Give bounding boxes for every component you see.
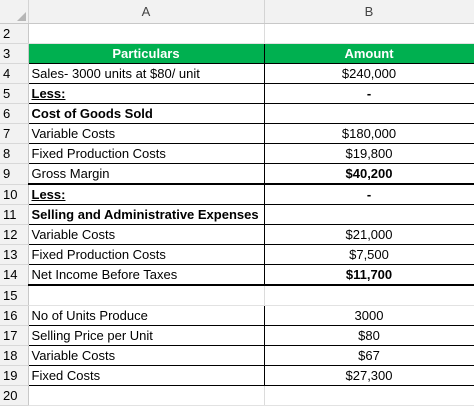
cell-b5[interactable]: - — [263, 83, 474, 104]
cell-a11[interactable]: Selling and Administrative Expenses — [27, 204, 265, 225]
cell-b11[interactable] — [263, 204, 474, 225]
cell-a13[interactable]: Fixed Production Costs — [27, 244, 265, 265]
row-header[interactable]: 6 — [0, 103, 29, 124]
sheet-row: 20 — [0, 385, 474, 406]
cell-a5[interactable]: Less: — [27, 83, 265, 104]
cell-b15[interactable] — [264, 285, 474, 306]
cell-b10[interactable]: - — [263, 184, 474, 205]
cell-b13[interactable]: $7,500 — [263, 244, 474, 265]
row-header[interactable]: 19 — [0, 365, 29, 386]
cell-a20[interactable] — [28, 385, 265, 406]
cell-b16[interactable]: 3000 — [263, 305, 474, 326]
cell-a9[interactable]: Gross Margin — [27, 163, 265, 185]
sheet-row: 17 Selling Price per Unit $80 — [0, 325, 474, 346]
row-header[interactable]: 20 — [0, 385, 29, 406]
cell-a16[interactable]: No of Units Produce — [27, 305, 265, 326]
cell-b12[interactable]: $21,000 — [263, 224, 474, 245]
sheet-row: 15 — [0, 285, 474, 306]
row-header[interactable]: 18 — [0, 345, 29, 366]
cell-b9[interactable]: $40,200 — [263, 163, 474, 185]
column-header-row: A B — [0, 0, 474, 24]
sheet-row: 6 Cost of Goods Sold — [0, 103, 474, 124]
cell-a2[interactable] — [28, 23, 265, 44]
cell-a19[interactable]: Fixed Costs — [27, 365, 265, 386]
cell-b3[interactable]: Amount — [263, 43, 474, 64]
cell-a3[interactable]: Particulars — [27, 43, 265, 64]
select-all-corner[interactable] — [0, 0, 29, 24]
row-header[interactable]: 4 — [0, 63, 29, 84]
sheet-row: 13 Fixed Production Costs $7,500 — [0, 244, 474, 265]
cell-b2[interactable] — [264, 23, 474, 44]
sheet-row: 7 Variable Costs $180,000 — [0, 123, 474, 144]
row-header[interactable]: 15 — [0, 285, 29, 306]
sheet-row: 8 Fixed Production Costs $19,800 — [0, 143, 474, 164]
sheet-row: 4 Sales- 3000 units at $80/ unit $240,00… — [0, 63, 474, 84]
row-header[interactable]: 10 — [0, 184, 29, 205]
sheet-row: 16 No of Units Produce 3000 — [0, 305, 474, 326]
sheet-row: 9 Gross Margin $40,200 — [0, 163, 474, 185]
row-header[interactable]: 2 — [0, 23, 29, 44]
cell-b17[interactable]: $80 — [263, 325, 474, 346]
row-header[interactable]: 5 — [0, 83, 29, 104]
row-header[interactable]: 16 — [0, 305, 29, 326]
row-header[interactable]: 11 — [0, 204, 29, 225]
cell-a12[interactable]: Variable Costs — [27, 224, 265, 245]
sheet-row: 11 Selling and Administrative Expenses — [0, 204, 474, 225]
cell-a8[interactable]: Fixed Production Costs — [27, 143, 265, 164]
cell-b20[interactable] — [264, 385, 474, 406]
cell-a17[interactable]: Selling Price per Unit — [27, 325, 265, 346]
column-header-b[interactable]: B — [264, 0, 474, 24]
cell-a4[interactable]: Sales- 3000 units at $80/ unit — [27, 63, 265, 84]
column-header-a[interactable]: A — [28, 0, 265, 24]
cell-b6[interactable] — [263, 103, 474, 124]
row-header[interactable]: 3 — [0, 43, 29, 64]
cell-a10[interactable]: Less: — [27, 184, 265, 205]
row-header[interactable]: 9 — [0, 163, 29, 185]
cell-a14[interactable]: Net Income Before Taxes — [27, 264, 265, 286]
cell-b19[interactable]: $27,300 — [263, 365, 474, 386]
row-header[interactable]: 14 — [0, 264, 29, 286]
row-header[interactable]: 8 — [0, 143, 29, 164]
row-header[interactable]: 17 — [0, 325, 29, 346]
row-header[interactable]: 13 — [0, 244, 29, 265]
select-all-triangle-icon — [16, 12, 26, 21]
cell-b18[interactable]: $67 — [263, 345, 474, 366]
row-header[interactable]: 12 — [0, 224, 29, 245]
row-header[interactable]: 7 — [0, 123, 29, 144]
sheet-row: 5 Less: - — [0, 83, 474, 104]
sheet-row: 14 Net Income Before Taxes $11,700 — [0, 264, 474, 286]
sheet-row: 19 Fixed Costs $27,300 — [0, 365, 474, 386]
sheet-row: 12 Variable Costs $21,000 — [0, 224, 474, 245]
cell-b14[interactable]: $11,700 — [263, 264, 474, 286]
cell-a6[interactable]: Cost of Goods Sold — [27, 103, 265, 124]
cell-b8[interactable]: $19,800 — [263, 143, 474, 164]
sheet-row: 18 Variable Costs $67 — [0, 345, 474, 366]
sheet-row: 3 Particulars Amount — [0, 43, 474, 64]
cell-a15[interactable] — [28, 285, 265, 306]
cell-a7[interactable]: Variable Costs — [27, 123, 265, 144]
cell-b4[interactable]: $240,000 — [263, 63, 474, 84]
sheet-row: 2 — [0, 23, 474, 44]
cell-a18[interactable]: Variable Costs — [27, 345, 265, 366]
cell-b7[interactable]: $180,000 — [263, 123, 474, 144]
sheet-row: 10 Less: - — [0, 184, 474, 205]
